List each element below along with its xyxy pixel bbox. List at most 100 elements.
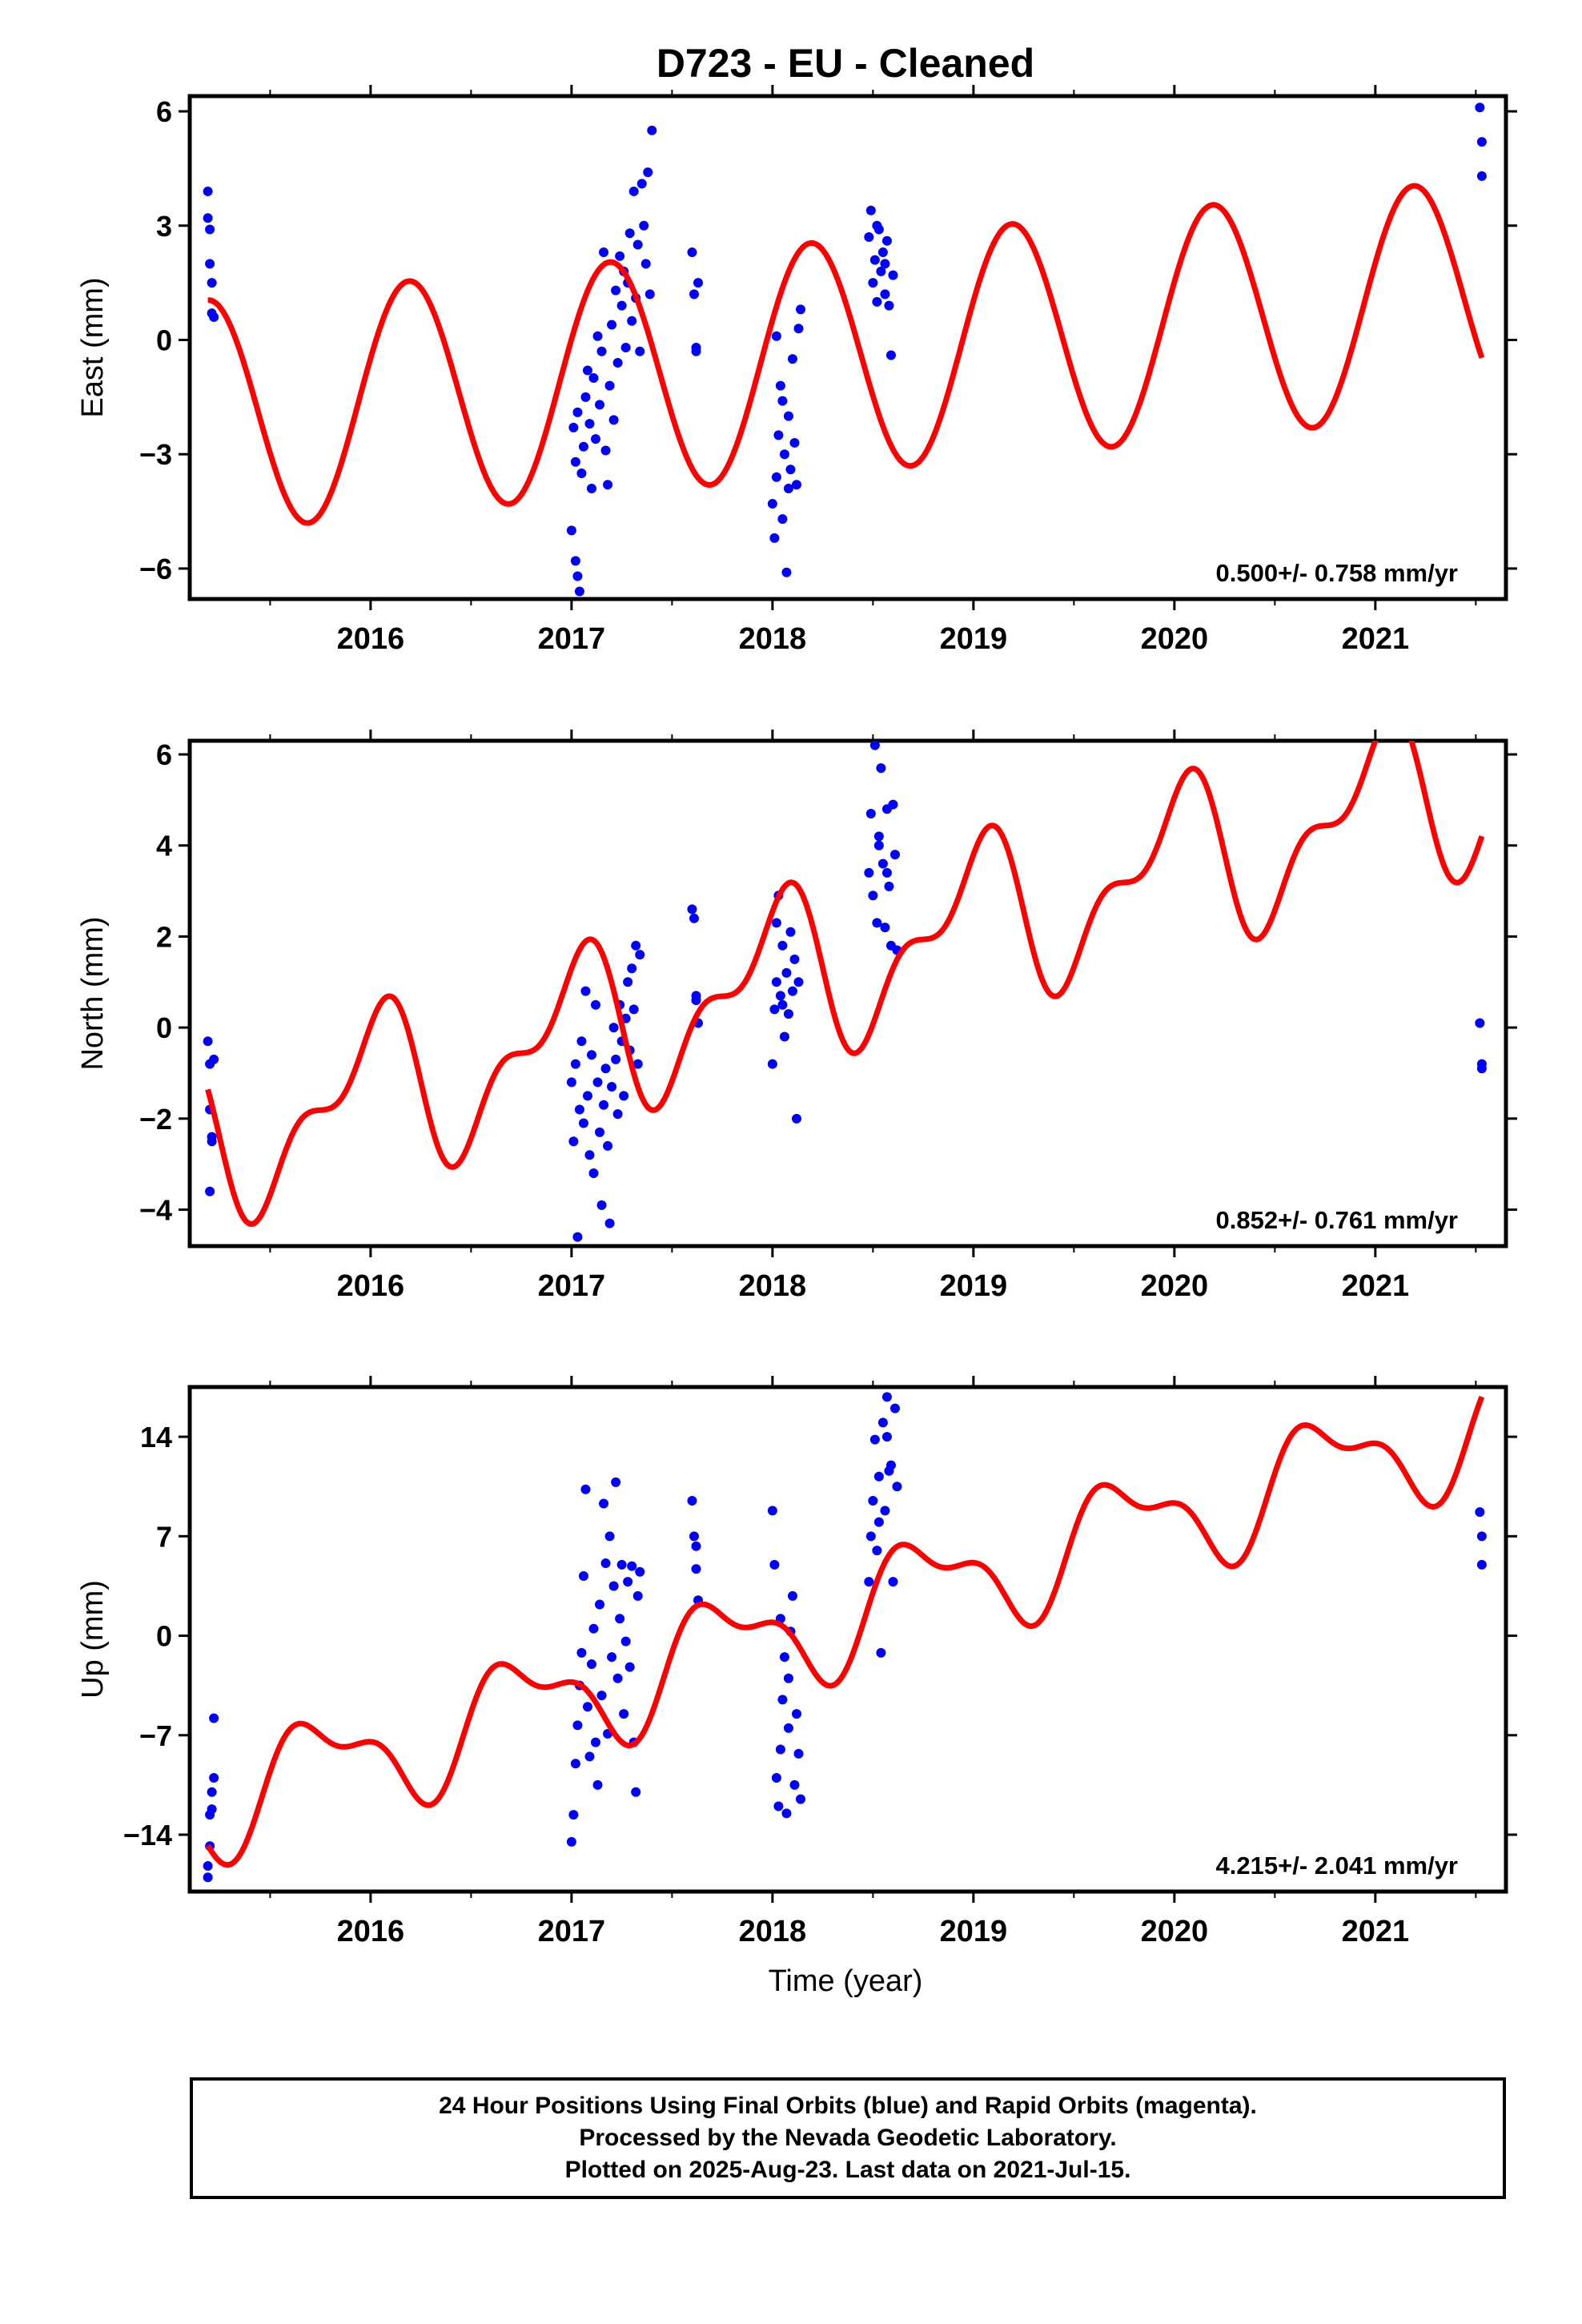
data-point	[203, 186, 213, 196]
data-point	[623, 1577, 633, 1587]
y-tick-label: −7	[139, 1719, 172, 1752]
data-point	[580, 986, 591, 996]
data-point	[796, 1794, 806, 1804]
data-point	[775, 1744, 785, 1755]
data-point	[785, 927, 796, 937]
data-point	[873, 840, 884, 850]
data-point	[611, 1054, 621, 1064]
data-point	[777, 940, 788, 951]
points-north	[203, 741, 1487, 1242]
data-point	[687, 1495, 697, 1506]
data-point	[607, 1652, 617, 1663]
data-point	[783, 1673, 793, 1683]
data-point	[580, 392, 591, 402]
data-point	[568, 422, 579, 432]
data-point	[865, 1531, 876, 1542]
data-point	[572, 571, 583, 581]
data-point	[881, 867, 892, 878]
data-point	[628, 1004, 639, 1015]
data-point	[771, 331, 781, 341]
data-point	[639, 220, 649, 231]
data-point	[586, 484, 596, 494]
data-point	[643, 167, 653, 178]
x-tick-label: 2021	[1342, 1915, 1410, 1948]
data-point	[620, 343, 631, 352]
data-point	[572, 1720, 583, 1731]
data-point	[773, 1801, 784, 1811]
data-point	[793, 1748, 804, 1759]
x-tick-label: 2019	[940, 1269, 1008, 1303]
chart-title: D723 - EU - Cleaned	[656, 41, 1034, 86]
data-point	[619, 1709, 629, 1719]
data-point	[872, 918, 882, 928]
data-point	[872, 1546, 882, 1556]
y-axis-label-east: East (mm)	[76, 277, 110, 417]
data-point	[787, 354, 797, 364]
data-point	[781, 567, 792, 577]
data-point	[635, 1566, 645, 1577]
data-point	[689, 913, 699, 923]
data-point	[1476, 171, 1487, 181]
data-point	[892, 1482, 902, 1492]
y-tick-label: 2	[156, 920, 172, 953]
data-point	[691, 1541, 701, 1551]
x-tick-label: 2018	[739, 1269, 807, 1303]
data-point	[873, 1517, 884, 1527]
footer-line-2: Processed by the Nevada Geodetic Laborat…	[579, 2125, 1117, 2151]
data-point	[595, 1127, 605, 1137]
data-point	[885, 350, 896, 360]
data-point	[627, 316, 637, 326]
data-point	[209, 1713, 219, 1723]
y-axis-label-north: North (mm)	[76, 916, 110, 1070]
data-point	[791, 1709, 801, 1719]
data-point	[592, 1779, 603, 1790]
y-tick-label: 3	[156, 210, 172, 243]
data-point	[624, 1662, 635, 1672]
y-axis-label-up: Up (mm)	[76, 1580, 110, 1699]
data-point	[877, 858, 888, 869]
data-point	[612, 1673, 623, 1683]
data-point	[588, 373, 599, 384]
data-point	[1475, 103, 1485, 113]
data-point	[619, 1091, 629, 1101]
data-point	[209, 1773, 219, 1783]
data-point	[781, 1808, 792, 1819]
data-point	[612, 358, 623, 368]
data-point	[787, 1590, 797, 1601]
data-point	[771, 472, 781, 482]
x-tick-label: 2017	[538, 622, 606, 656]
footer-caption-box: 24 Hour Positions Using Final Orbits (bl…	[190, 2077, 1506, 2199]
data-point	[572, 407, 583, 417]
data-point	[767, 1506, 777, 1516]
data-point	[615, 1614, 625, 1624]
data-point	[1475, 1507, 1485, 1518]
data-point	[689, 1531, 699, 1542]
data-point	[566, 1836, 576, 1847]
data-point	[591, 434, 601, 444]
data-point	[876, 266, 886, 276]
data-point	[205, 224, 215, 235]
data-point	[203, 1036, 213, 1047]
data-point	[777, 396, 788, 406]
data-point	[693, 278, 704, 288]
data-point	[607, 1082, 617, 1092]
data-point	[592, 331, 603, 341]
data-point	[566, 1077, 576, 1088]
x-tick-label: 2018	[739, 622, 807, 656]
data-point	[888, 1577, 898, 1587]
data-point	[644, 289, 655, 300]
data-point	[865, 205, 876, 215]
data-point	[868, 278, 878, 288]
data-point	[595, 1599, 605, 1610]
data-point	[586, 1659, 596, 1670]
data-point	[777, 1695, 788, 1705]
footer-line-3: Plotted on 2025-Aug-23. Last data on 202…	[564, 2157, 1131, 2183]
data-point	[608, 415, 619, 425]
data-point	[584, 1751, 595, 1762]
data-point	[771, 1773, 781, 1783]
x-tick-label: 2017	[538, 1915, 606, 1948]
data-point	[868, 891, 878, 901]
data-point	[1475, 1018, 1485, 1028]
data-point	[876, 763, 886, 774]
